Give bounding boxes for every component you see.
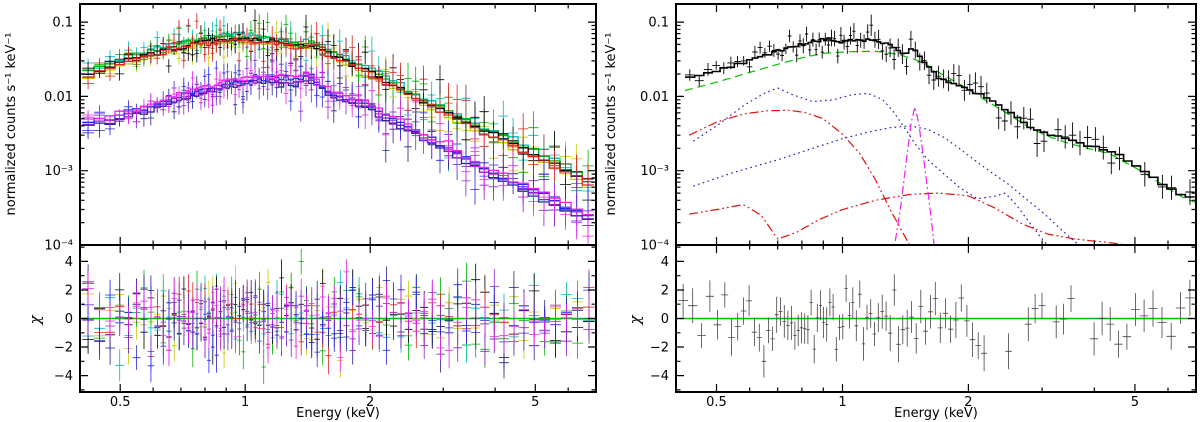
- y-tick-label: 10⁻³: [44, 164, 73, 179]
- y-tick-label: 4: [65, 255, 73, 270]
- tick-marks: [676, 4, 1196, 246]
- x-tick-label: 0.5: [110, 395, 131, 410]
- left-plot-content: 0.1 0.01 10⁻³ 10⁻⁴4 2 0 −2 −4 0.5 1 2 5: [44, 3, 597, 410]
- x-tick-label: 2: [366, 395, 374, 410]
- right-figure-canvas: 0.1 0.01 10⁻³ 10⁻⁴4 2 0 −2 −4 0.5 1 2 5 normalized …: [604, 3, 1197, 421]
- right-chi-axis-label: χ: [626, 315, 644, 326]
- y-tick-label: 4: [661, 255, 669, 270]
- y-tick-label: 0: [65, 312, 73, 327]
- y-tick-label: 10⁻⁴: [640, 239, 669, 254]
- tick-marks: [676, 245, 1196, 392]
- tick-marks: [80, 4, 596, 246]
- y-tick-label: 0: [661, 312, 669, 327]
- spectrum-plot-area: [82, 9, 594, 244]
- y-tick-label: −2: [54, 341, 73, 356]
- axes: 0.1 0.01 10⁻³ 10⁻⁴: [640, 3, 1197, 254]
- residuals-plot-area: [677, 274, 1195, 378]
- data-crosses: [82, 15, 594, 208]
- y-tick-label: 0.01: [44, 90, 73, 105]
- data-crosses: [82, 51, 594, 237]
- y-tick-label: 0.01: [640, 90, 669, 105]
- model-step-line: [82, 37, 594, 186]
- model-step-line: [82, 71, 594, 216]
- right-plot-content: 0.1 0.01 10⁻³ 10⁻⁴4 2 0 −2 −4 0.5 1 2 5: [640, 3, 1197, 410]
- x-tick-label: 5: [531, 395, 539, 410]
- green-dashed-component: [684, 50, 1195, 204]
- blue-dotted-component-2: [693, 125, 1079, 244]
- residual-crosses-chi-blue: [82, 268, 595, 383]
- x-tick-label: 0.5: [706, 395, 727, 410]
- residual-crosses-chi-observed: [678, 274, 1195, 378]
- x-tick-label: 1: [838, 395, 846, 410]
- magenta-gaussian-line-1.5keV: [894, 105, 935, 244]
- data-crosses: [684, 14, 1195, 205]
- left-figure-canvas: 0.1 0.01 10⁻³ 10⁻⁴4 2 0 −2 −4 0.5 1 2 5 normalized …: [4, 3, 597, 421]
- x-tick-label: 2: [964, 395, 972, 410]
- y-tick-label: 10⁻⁴: [44, 239, 73, 254]
- axes: 4 2 0 −2 −4 0.5 1 2 5: [650, 244, 1197, 410]
- red-dash-dot-component-1: [688, 109, 910, 244]
- y-tick-label: 10⁻³: [640, 164, 669, 179]
- x-tick-label: 1: [241, 395, 249, 410]
- right-y-axis-label: normalized counts s⁻¹ keV⁻¹: [604, 33, 619, 216]
- spectrum-plot-area: [684, 14, 1195, 244]
- total-model-step-line: [684, 37, 1195, 198]
- blue-dotted-component-1: [692, 87, 1048, 244]
- left-y-axis-label: normalized counts s⁻¹ keV⁻¹: [4, 33, 19, 216]
- red-dash-dot-component-2: [688, 192, 1125, 244]
- y-tick-label: −2: [650, 341, 669, 356]
- data-crosses: [82, 60, 594, 241]
- y-tick-label: 0.1: [648, 16, 669, 31]
- residual-crosses-chi-red: [82, 269, 595, 375]
- data-crosses: [82, 50, 594, 227]
- y-tick-label: −4: [54, 369, 73, 384]
- left-figure-multi-dataset: 0.1 0.01 10⁻³ 10⁻⁴ 4 2 0 −2 −4 0.5 1 2 5 normalized …: [4, 3, 597, 421]
- y-tick-label: −4: [650, 369, 669, 384]
- right-figure-model-components: 0.1 0.01 10⁻³ 10⁻⁴ 4 2 0 −2 −4 0.5 1 2 5 normalized …: [600, 0, 1200, 422]
- residual-crosses-chi-navy: [82, 264, 595, 379]
- y-tick-label: 2: [65, 284, 73, 299]
- tick-marks: [80, 245, 596, 392]
- residual-crosses-chi-magenta: [82, 259, 595, 372]
- residuals-plot-area: [81, 248, 595, 384]
- y-tick-label: 0.1: [52, 16, 73, 31]
- left-chi-axis-label: χ: [26, 315, 44, 326]
- axes: 4 2 0 −2 −4 0.5 1 2 5: [54, 244, 597, 410]
- left-x-axis-label: Energy (keV): [296, 406, 380, 421]
- y-tick-label: 2: [661, 284, 669, 299]
- data-crosses: [82, 9, 594, 210]
- right-x-axis-label: Energy (keV): [894, 406, 978, 421]
- x-tick-label: 5: [1131, 395, 1139, 410]
